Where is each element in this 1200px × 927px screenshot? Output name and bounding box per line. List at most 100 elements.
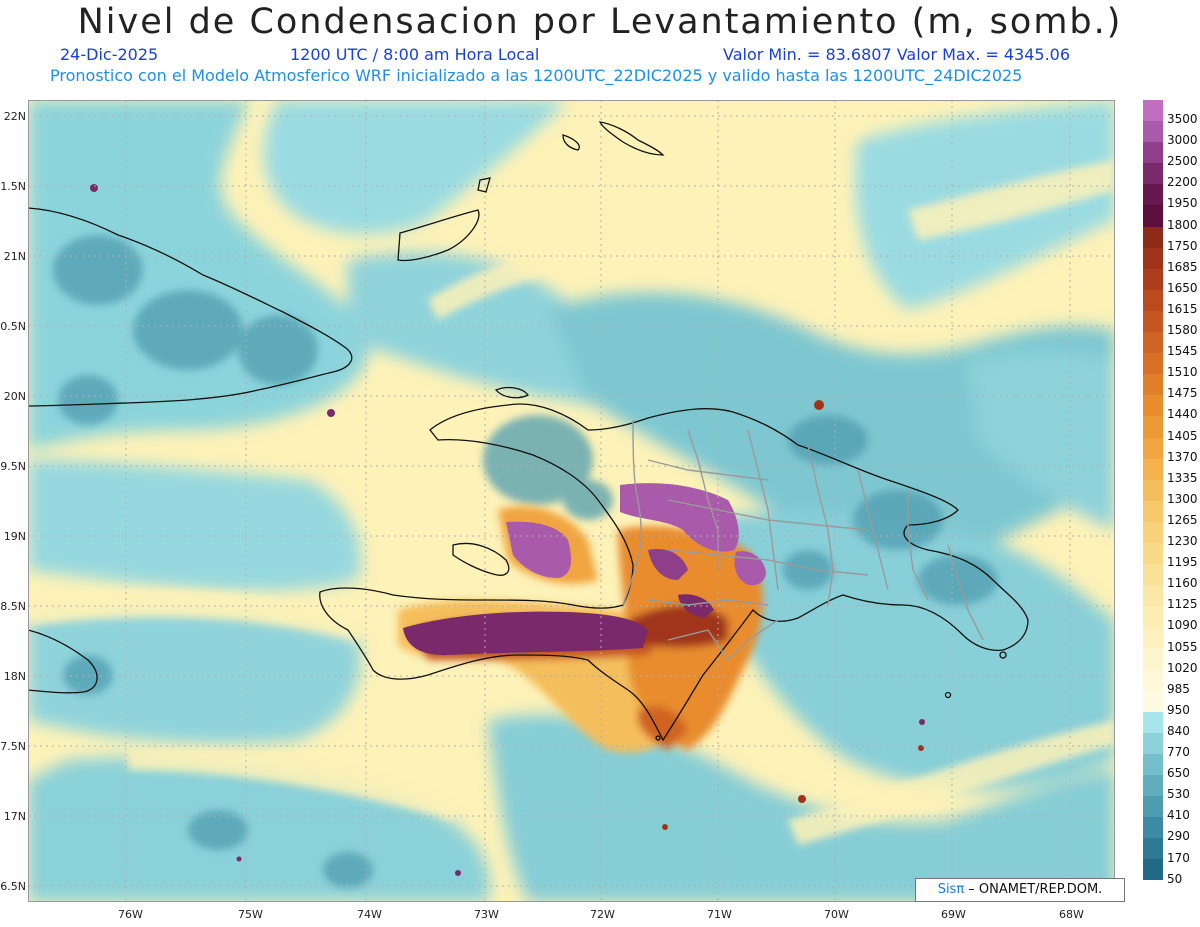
- lat-label: 7.5N: [0, 740, 26, 753]
- colorbar-label: 1020: [1167, 660, 1198, 675]
- colorbar-swatch: [1143, 564, 1163, 586]
- colorbar-swatch: [1143, 142, 1163, 164]
- colorbar-swatch: [1143, 374, 1163, 396]
- colorbar-label: 1475: [1167, 386, 1198, 401]
- min-max-label: Valor Min. = 83.6807 Valor Max. = 4345.0…: [723, 45, 1071, 64]
- colorbar-label: 1685: [1167, 259, 1198, 274]
- purple-maxima: [403, 483, 766, 656]
- colorbar-label: 1800: [1167, 217, 1198, 232]
- colorbar-swatch: [1143, 817, 1163, 839]
- colorbar-swatch: [1143, 775, 1163, 797]
- colorbar-label: 1440: [1167, 407, 1198, 422]
- colorbar-label: 1265: [1167, 512, 1198, 527]
- lat-label: 19N: [3, 530, 26, 543]
- colorbar-label: 3500: [1167, 112, 1198, 126]
- colorbar-label: 1650: [1167, 280, 1198, 295]
- lat-label: 0.5N: [0, 320, 26, 333]
- colorbar-label: 770: [1167, 745, 1190, 759]
- colorbar-swatch: [1143, 542, 1163, 565]
- province-boundaries: [622, 419, 984, 662]
- colorbar-label: 1300: [1167, 491, 1198, 506]
- colorbar-label: 950: [1167, 702, 1190, 717]
- colorbar-swatch: [1143, 395, 1163, 417]
- lon-label: 69W: [941, 908, 966, 921]
- colorbar-swatch: [1143, 796, 1163, 818]
- colorbar-label: 1950: [1167, 196, 1198, 211]
- lon-label: 70W: [824, 908, 849, 921]
- colorbar-swatch: [1143, 184, 1163, 206]
- colorbar-swatch: [1143, 268, 1163, 290]
- colorbar-label: 3000: [1167, 133, 1198, 148]
- colorbar-label: 2200: [1167, 175, 1198, 190]
- colorbar-swatch: [1143, 859, 1163, 881]
- colorbar-swatch: [1143, 353, 1163, 375]
- lon-label: 71W: [707, 908, 732, 921]
- colorbar-swatch: [1143, 458, 1163, 480]
- colorbar-swatch: [1143, 289, 1163, 311]
- teal-pockets: [53, 235, 998, 888]
- colorbar-swatch: [1143, 163, 1163, 185]
- lat-label: 20N: [3, 390, 26, 403]
- credit-text: – ONAMET/REP.DOM.: [964, 882, 1103, 897]
- colorbar-label: 1125: [1167, 597, 1198, 612]
- colorbar: [1143, 100, 1163, 881]
- colorbar-swatch: [1143, 838, 1163, 860]
- colorbar-swatch: [1143, 310, 1163, 333]
- colorbar-swatch: [1143, 247, 1163, 269]
- colorbar-label: 840: [1167, 723, 1190, 738]
- forecast-info: Pronostico con el Modelo Atmosferico WRF…: [50, 66, 1023, 85]
- colorbar-label: 170: [1167, 850, 1190, 865]
- colorbar-swatch: [1143, 606, 1163, 628]
- colorbar-label: 1545: [1167, 344, 1198, 359]
- colorbar-label: 1195: [1167, 555, 1198, 570]
- colorbar-label: 290: [1167, 829, 1190, 844]
- colorbar-label: 1055: [1167, 639, 1198, 654]
- lon-label: 75W: [238, 908, 263, 921]
- coastlines: [28, 121, 1029, 742]
- colorbar-label: 50: [1167, 871, 1183, 886]
- colorbar-label: 1090: [1167, 618, 1198, 633]
- colorbar-swatch: [1143, 648, 1163, 670]
- colorbar-label: 1750: [1167, 238, 1198, 253]
- lat-label: 8.5N: [0, 600, 26, 613]
- colorbar-swatch: [1143, 585, 1163, 607]
- colorbar-label: 1405: [1167, 428, 1198, 443]
- colorbar-swatch: [1143, 479, 1163, 501]
- map-title: Nivel de Condensacion por Levantamiento …: [77, 2, 1123, 42]
- lat-label: 6.5N: [0, 880, 26, 893]
- colorbar-swatch: [1143, 437, 1163, 459]
- colorbar-label: 1615: [1167, 301, 1198, 316]
- lat-label: 9.5N: [0, 460, 26, 473]
- colorbar-swatch: [1143, 205, 1163, 227]
- colorbar-label: 1580: [1167, 323, 1198, 337]
- lat-label: 17N: [3, 810, 26, 823]
- lon-label: 68W: [1059, 908, 1084, 921]
- lcl-map: [28, 100, 1115, 902]
- lon-label: 73W: [474, 908, 499, 921]
- colorbar-label: 530: [1167, 787, 1190, 802]
- colorbar-swatch: [1143, 121, 1163, 143]
- colorbar-swatch: [1143, 753, 1163, 775]
- colorbar-label: 650: [1167, 766, 1190, 781]
- colorbar-label: 2500: [1167, 154, 1198, 169]
- colorbar-label: 1160: [1167, 576, 1198, 591]
- colorbar-swatch: [1143, 226, 1163, 248]
- sispi-logo-text: Sisπ: [937, 882, 965, 897]
- colorbar-swatch: [1143, 521, 1163, 543]
- colorbar-swatch: [1143, 416, 1163, 438]
- lat-label: 18N: [3, 670, 26, 683]
- colorbar-label: 410: [1167, 808, 1190, 823]
- colorbar-label: 985: [1167, 681, 1190, 696]
- lon-label: 76W: [118, 908, 143, 921]
- colorbar-label: 1510: [1167, 365, 1198, 380]
- colorbar-swatch: [1143, 100, 1163, 122]
- lat-label: 21N: [3, 250, 26, 263]
- colorbar-swatch: [1143, 500, 1163, 522]
- colorbar-swatch: [1143, 690, 1163, 712]
- date-label: 24-Dic-2025: [60, 45, 159, 64]
- colorbar-label: 1370: [1167, 449, 1198, 464]
- lat-label: 1.5N: [0, 180, 26, 193]
- colorbar-label: 1230: [1167, 534, 1198, 548]
- map-frame: [28, 100, 1115, 902]
- yellow-ribbons: [28, 110, 1115, 845]
